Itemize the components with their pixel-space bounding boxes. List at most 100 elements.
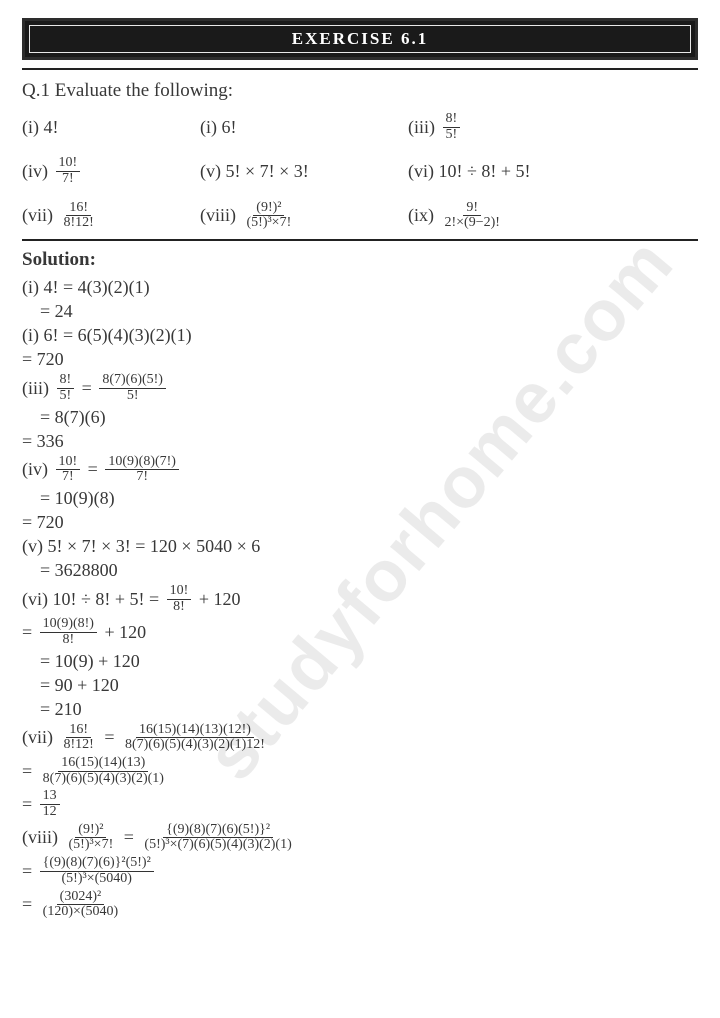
sol-line: = 24 — [40, 301, 698, 322]
question-prompt: Q.1 Evaluate the following: — [22, 80, 698, 102]
frac-den: 5! — [124, 389, 142, 404]
frac-num: 10(9)(8!) — [40, 617, 97, 633]
frac-den: 8(7)(6)(5)(4)(3)(2)(1)12! — [122, 738, 268, 753]
frac-num: 8! — [443, 112, 461, 128]
fraction-icon: (3024)²(120)×(5040) — [40, 890, 122, 920]
frac-den: (5!)³×(5040) — [59, 872, 135, 887]
item-ii: (i) 6! — [200, 112, 400, 142]
equals: = — [82, 378, 92, 399]
equals: = — [104, 727, 114, 748]
sol-line: = 210 — [40, 699, 698, 720]
frac-num: 8(7)(6)(5!) — [99, 373, 166, 389]
item-iii-label: (iii) — [408, 117, 435, 138]
item-viii-label: (viii) — [200, 205, 236, 226]
divider-top — [22, 68, 698, 70]
frac-num: (3024)² — [57, 890, 105, 906]
fraction-icon: 10(9)(8)(7!)7! — [105, 455, 179, 485]
sol-line: = 10(9)(8!)8! + 120 — [22, 617, 698, 647]
fraction-icon: 9! 2!×(9−2)! — [442, 201, 503, 231]
item-iv-label: (iv) — [22, 161, 48, 182]
item-iv: (iv) 10! 7! — [22, 156, 192, 186]
fraction-icon: 16!8!12! — [61, 723, 97, 753]
sol-line: = 10(9) + 120 — [40, 651, 698, 672]
fraction-icon: {(9)(8)(7)(6)(5!)}²(5!)³×(7)(6)(5)(4)(3)… — [141, 823, 294, 853]
sol-line: = 720 — [22, 349, 698, 370]
sol-line: (vii) 16!8!12! = 16(15)(14)(13)(12!)8(7)… — [22, 723, 698, 753]
equals: = — [22, 761, 32, 782]
fraction-icon: 10! 7! — [56, 156, 81, 186]
equals: = — [22, 622, 32, 643]
fraction-icon: 10!7! — [56, 455, 81, 485]
sol-line: = 8(7)(6) — [40, 407, 698, 428]
fraction-icon: 10(9)(8!)8! — [40, 617, 97, 647]
frac-num: 10! — [56, 455, 81, 471]
sol-line: = 90 + 120 — [40, 675, 698, 696]
fraction-icon: 16! 8!12! — [61, 201, 97, 231]
item-iii: (iii) 8! 5! — [408, 112, 698, 142]
divider-mid — [22, 239, 698, 241]
sol-line: = 3628800 — [40, 560, 698, 581]
frac-den: 8!12! — [61, 738, 97, 753]
rest: + 120 — [104, 622, 146, 643]
fraction-icon: {(9)(8)(7)(6)}²(5!)²(5!)³×(5040) — [40, 856, 154, 886]
frac-num: 8! — [57, 373, 75, 389]
label: (iv) — [22, 459, 48, 480]
frac-den: (120)×(5040) — [40, 905, 122, 920]
frac-den: 8(7)(6)(5)(4)(3)(2)(1) — [40, 772, 167, 787]
item-vii-label: (vii) — [22, 205, 53, 226]
item-ix: (ix) 9! 2!×(9−2)! — [408, 201, 698, 231]
frac-num: 16! — [66, 723, 91, 739]
frac-den: 2!×(9−2)! — [442, 216, 503, 231]
frac-den: 8!12! — [61, 216, 97, 231]
frac-num: 16(15)(14)(13) — [58, 756, 148, 772]
equals: = — [124, 827, 134, 848]
fraction-icon: 10!8! — [167, 584, 192, 614]
fraction-icon: 8(7)(6)(5!)5! — [99, 373, 166, 403]
fraction-icon: (9!)²(5!)³×7! — [66, 823, 117, 853]
frac-num: 13 — [40, 789, 60, 805]
frac-den: (5!)³×7! — [66, 838, 117, 853]
item-ix-label: (ix) — [408, 205, 434, 226]
item-i: (i) 4! — [22, 112, 192, 142]
equals: = — [22, 894, 32, 915]
frac-den: 7! — [59, 470, 77, 485]
frac-den: 7! — [59, 172, 77, 187]
label: (viii) — [22, 827, 58, 848]
frac-num: 10! — [167, 584, 192, 600]
sol-line: (i) 6! = 6(5)(4)(3)(2)(1) — [22, 325, 698, 346]
item-viii: (viii) (9!)² (5!)³×7! — [200, 201, 400, 231]
item-vi: (vi) 10! ÷ 8! + 5! — [408, 156, 698, 186]
sol-line: = 1312 — [22, 789, 698, 819]
frac-den: (5!)³×7! — [244, 216, 295, 231]
equals: = — [88, 459, 98, 480]
item-vii: (vii) 16! 8!12! — [22, 201, 192, 231]
frac-num: 16! — [66, 201, 91, 217]
frac-den: 5! — [57, 389, 75, 404]
title-banner: EXERCISE 6.1 — [22, 18, 698, 60]
fraction-icon: 8!5! — [57, 373, 75, 403]
equals: = — [22, 794, 32, 815]
sol-line: = (3024)²(120)×(5040) — [22, 890, 698, 920]
frac-num: 9! — [463, 201, 481, 217]
sol-line: = 336 — [22, 431, 698, 452]
solution-heading: Solution: — [22, 249, 698, 271]
frac-den: 7! — [133, 470, 151, 485]
frac-num: (9!)² — [75, 823, 106, 839]
frac-num: {(9)(8)(7)(6)(5!)}² — [163, 823, 273, 839]
frac-den: 12 — [40, 805, 60, 820]
sol-line: (vi) 10! ÷ 8! + 5! = 10!8! + 120 — [22, 584, 698, 614]
sol-line: = 10(9)(8) — [40, 488, 698, 509]
frac-den: 8! — [170, 600, 188, 615]
fraction-icon: 8! 5! — [443, 112, 461, 142]
frac-num: (9!)² — [253, 201, 284, 217]
frac-den: (5!)³×(7)(6)(5)(4)(3)(2)(1) — [141, 838, 294, 853]
sol-line: (v) 5! × 7! × 3! = 120 × 5040 × 6 — [22, 536, 698, 557]
frac-den: 8! — [59, 633, 77, 648]
frac-num: 10! — [56, 156, 81, 172]
frac-num: 10(9)(8)(7!) — [105, 455, 179, 471]
frac-den: 5! — [443, 128, 461, 143]
sol-line: (viii) (9!)²(5!)³×7! = {(9)(8)(7)(6)(5!)… — [22, 823, 698, 853]
exercise-title: EXERCISE 6.1 — [29, 25, 691, 53]
rest: + 120 — [199, 589, 241, 610]
sol-line: (iii) 8!5! = 8(7)(6)(5!)5! — [22, 373, 698, 403]
